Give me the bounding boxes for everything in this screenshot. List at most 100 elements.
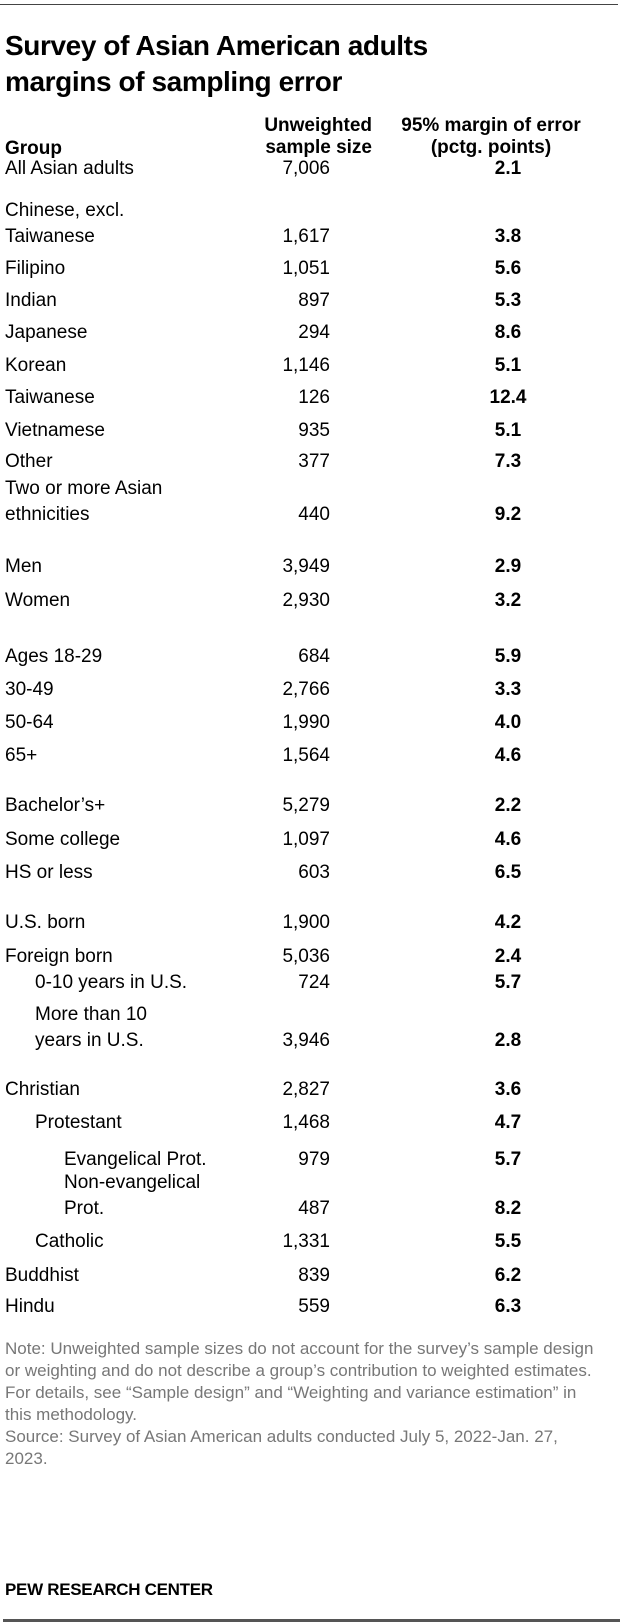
sample-size-value: 559 (298, 1296, 330, 1317)
row-label-line-1: Two or more Asian (5, 478, 163, 499)
margin-of-error-value: 3.6 (494, 1079, 522, 1100)
sample-size-value: 2,827 (282, 1079, 330, 1100)
row-label: 50-64 (5, 712, 54, 733)
header-sample-line-1: Unweighted (264, 115, 372, 136)
sample-size-value: 5,036 (282, 946, 330, 967)
source-text: Source: Survey of Asian American adults … (5, 1427, 558, 1468)
sample-size-value: 1,331 (282, 1231, 330, 1252)
margin-of-error-value: 5.1 (494, 420, 522, 441)
sample-size-value: 979 (298, 1149, 330, 1170)
margin-of-error-value: 6.2 (494, 1265, 522, 1286)
row-label: U.S. born (5, 912, 86, 933)
margin-of-error-value: 2.8 (494, 1030, 522, 1051)
row-label: Korean (5, 355, 67, 376)
sample-size-value: 126 (298, 387, 330, 408)
row-label: Prot. (64, 1198, 105, 1219)
top-rule (0, 4, 618, 5)
row-label: Other (5, 451, 53, 472)
sample-size-value: 724 (298, 972, 330, 993)
row-label: ethnicities (5, 504, 90, 525)
row-label: Hindu (5, 1296, 55, 1317)
row-label-line-1: Non-evangelical (64, 1172, 201, 1193)
bottom-rule (3, 1619, 620, 1622)
row-label: Indian (5, 290, 57, 311)
margin-of-error-value: 4.0 (494, 712, 522, 733)
row-label: Women (5, 590, 71, 611)
note-text: Note: Unweighted sample sizes do not acc… (5, 1339, 594, 1424)
row-label: Japanese (5, 322, 88, 343)
row-label: Filipino (5, 258, 66, 279)
row-label: Vietnamese (5, 420, 105, 441)
sample-size-value: 7,006 (282, 158, 330, 179)
margin-of-error-value: 4.7 (494, 1112, 522, 1133)
sample-size-value: 1,146 (282, 355, 330, 376)
margin-of-error-value: 3.8 (494, 226, 522, 247)
sample-size-value: 603 (298, 862, 330, 883)
sample-size-value: 839 (298, 1265, 330, 1286)
sample-size-value: 1,990 (282, 712, 330, 733)
sample-size-value: 1,097 (282, 829, 330, 850)
sample-size-value: 684 (298, 646, 330, 667)
row-label: Foreign born (5, 946, 113, 967)
margin-of-error-value: 4.6 (494, 829, 522, 850)
row-label: Bachelor’s+ (5, 795, 106, 816)
row-label: Evangelical Prot. (64, 1149, 207, 1170)
row-label: Protestant (35, 1112, 122, 1133)
sample-size-value: 3,949 (282, 556, 330, 577)
sample-size-value: 2,766 (282, 679, 330, 700)
margin-of-error-value: 6.3 (494, 1296, 522, 1317)
margin-of-error-value: 2.9 (494, 556, 522, 577)
margin-of-error-value: 3.3 (494, 679, 522, 700)
margin-of-error-value: 5.3 (494, 290, 522, 311)
sample-size-value: 935 (298, 420, 330, 441)
row-label: Christian (5, 1079, 80, 1100)
margin-of-error-value: 5.1 (494, 355, 522, 376)
margin-of-error-value: 4.2 (494, 912, 522, 933)
margin-of-error-value: 7.3 (494, 451, 522, 472)
row-label: 0-10 years in U.S. (35, 972, 188, 993)
sample-size-value: 487 (298, 1198, 330, 1219)
margin-of-error-value: 4.6 (494, 745, 522, 766)
row-label: 30-49 (5, 679, 54, 700)
margin-of-error-value: 5.9 (494, 646, 522, 667)
row-label: Taiwanese (5, 387, 95, 408)
sample-size-value: 1,564 (282, 745, 330, 766)
margin-of-error-value: 8.6 (494, 322, 522, 343)
sample-size-value: 1,900 (282, 912, 330, 933)
margin-of-error-value: 2.2 (494, 795, 522, 816)
sample-size-value: 897 (298, 290, 330, 311)
margin-of-error-value: 5.5 (494, 1231, 522, 1252)
sample-size-value: 5,279 (282, 795, 330, 816)
row-label-line-1: More than 10 (35, 1004, 147, 1025)
sample-size-value: 3,946 (282, 1030, 330, 1051)
row-label: All Asian adults (5, 158, 134, 179)
row-label: 65+ (5, 745, 38, 766)
row-label: Catholic (35, 1231, 104, 1252)
sample-size-value: 440 (298, 504, 330, 525)
sample-size-value: 1,051 (282, 258, 330, 279)
margin-of-error-value: 2.4 (494, 946, 522, 967)
sample-size-value: 1,617 (282, 226, 330, 247)
margin-of-error-value: 12.4 (489, 387, 527, 408)
column-header-sample-size: Unweighted sample size (208, 115, 372, 159)
sample-size-value: 377 (298, 451, 330, 472)
row-label: Men (5, 556, 42, 577)
margin-of-error-value: 3.2 (494, 590, 522, 611)
row-label: years in U.S. (35, 1030, 144, 1051)
margin-of-error-value: 5.6 (494, 258, 522, 279)
sample-size-value: 294 (298, 322, 330, 343)
header-moe-line-1: 95% margin of error (401, 115, 581, 136)
sample-size-value: 1,468 (282, 1112, 330, 1133)
header-moe-line-2: (pctg. points) (430, 137, 552, 158)
margin-of-error-value: 8.2 (494, 1198, 522, 1219)
row-label: Buddhist (5, 1265, 79, 1286)
margin-of-error-value: 9.2 (494, 504, 522, 525)
title-line-2: margins of sampling error (5, 66, 342, 97)
header-sample-line-2: sample size (265, 137, 372, 158)
notes: Note: Unweighted sample sizes do not acc… (5, 1338, 605, 1470)
row-label: Taiwanese (5, 226, 95, 247)
margin-of-error-value: 5.7 (494, 972, 522, 993)
row-label-line-1: Chinese, excl. (5, 200, 125, 221)
row-label: Ages 18-29 (5, 646, 103, 667)
pew-logo-text: PEW RESEARCH CENTER (5, 1580, 213, 1599)
